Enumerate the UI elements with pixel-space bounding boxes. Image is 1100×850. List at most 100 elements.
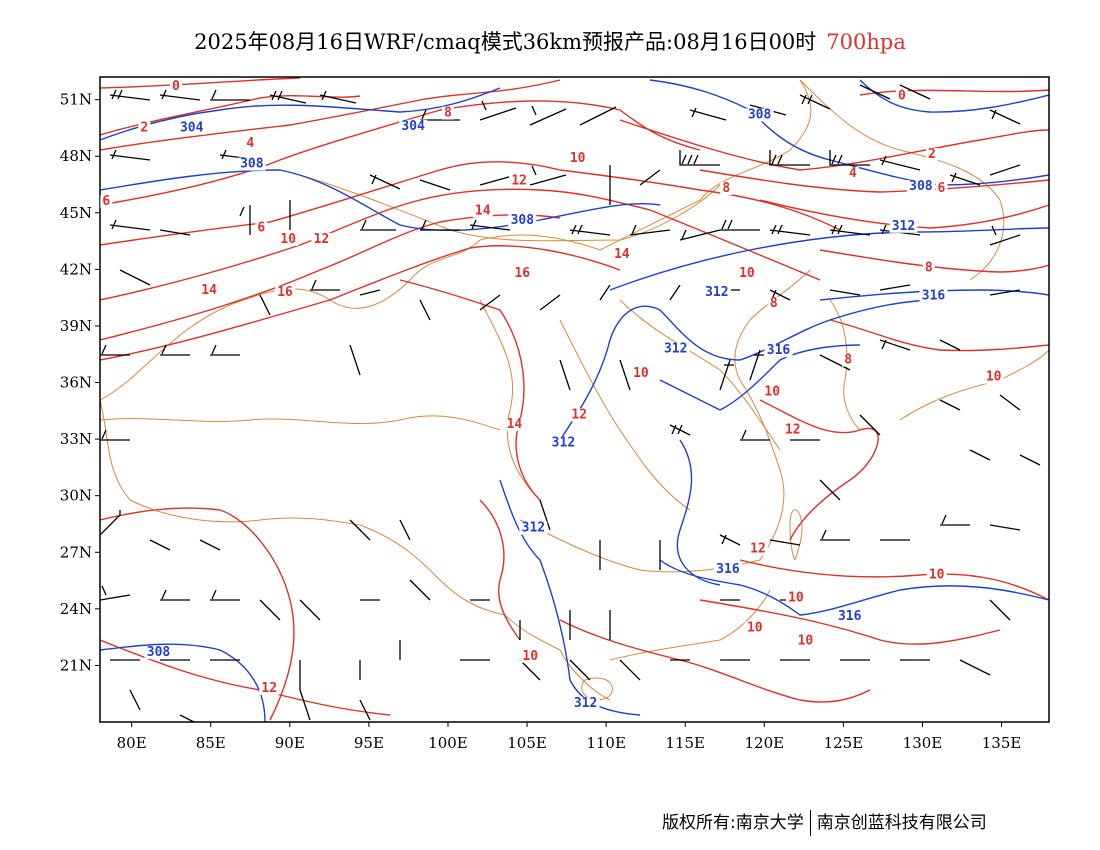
temp-contour-south-2 (699, 599, 1001, 645)
temperature-contour-label: 0 (898, 89, 906, 104)
temperature-contour-label-bg (747, 542, 768, 556)
lon-tick-label: 120E (745, 734, 785, 752)
temp-contour-northeast-2 (619, 119, 1049, 171)
height-contour-label: 312 (574, 696, 597, 711)
temperature-contour-label: 10 (747, 620, 763, 635)
lat-tick-label: 48N (60, 147, 92, 165)
plot-frame (99, 76, 1050, 723)
lon-tick-label: 125E (824, 734, 864, 752)
temperature-contour-label: 12 (750, 541, 766, 556)
lat-tick-label: 42N (60, 260, 92, 278)
japan-islands (899, 349, 1049, 421)
temperature-contour-label-bg (259, 681, 280, 695)
height-contour-label-bg (144, 645, 173, 659)
temperature-contour-label: 8 (844, 353, 852, 368)
temperature-contour-label-bg (926, 568, 947, 582)
temperature-contour-label-bg (925, 148, 938, 162)
temperature-contour-label: 2 (928, 147, 936, 162)
lon-tick-label: 130E (903, 734, 943, 752)
height-308-west (100, 169, 661, 232)
temperature-contour-label-bg (100, 195, 113, 209)
china-northern-border (100, 79, 812, 401)
height-contour-label-bg (399, 119, 428, 133)
height-contour-label: 312 (522, 521, 545, 536)
temperature-contour-label-bg (244, 136, 257, 150)
lon-tick-label: 95E (354, 734, 384, 752)
temperature-contour-label: 10 (788, 590, 804, 605)
height-contour-label-bg (919, 289, 948, 303)
east-coast (734, 269, 811, 561)
inner-provinces-2 (559, 319, 691, 511)
height-contour-label: 308 (748, 107, 772, 122)
height-304-northeast (859, 79, 1049, 113)
height-316-south (659, 559, 1049, 616)
height-312-south (499, 479, 641, 716)
lat-tick-label: 30N (60, 487, 92, 505)
temperature-contour-label-bg (569, 408, 590, 422)
height-contour-label-bg (571, 696, 600, 710)
height-contour-label-bg (889, 219, 918, 233)
height-contour-label: 312 (664, 341, 687, 356)
height-contour-label: 316 (716, 562, 740, 577)
temperature-contours (100, 77, 1049, 721)
temp-contour-sichuan (479, 499, 521, 641)
temperature-contour-label-bg (895, 89, 908, 103)
temperature-contour-label-bg (611, 248, 632, 262)
latitude-axis: 51N 48N 45N 42N 39N 36N 33N 30N 27N 24N 21N (60, 91, 100, 674)
contour-labels: 0 2 4 6 6 8 10 12 14 16 8 10 12 14 16 14 0 2 4 6 8 8 10 8 10 10 12… (100, 79, 1004, 711)
height-contour-label: 312 (552, 436, 575, 451)
temperature-contour-label: 10 (570, 151, 586, 166)
temperature-contour-label: 6 (257, 221, 265, 236)
temperature-contour-label-bg (842, 353, 855, 367)
temperature-contour-label-bg (509, 174, 530, 188)
temperature-contour-label-bg (846, 166, 859, 180)
temperature-contour-label: 4 (246, 136, 254, 151)
temperature-contour-label: 10 (986, 370, 1002, 385)
temperature-contour-label: 14 (475, 204, 491, 219)
height-contour-label: 304 (180, 121, 204, 136)
temp-contour-south-1 (739, 559, 1049, 601)
temperature-contour-label-bg (472, 204, 493, 218)
height-contour-label-bg (237, 157, 266, 171)
temperature-contour-label-bg (441, 106, 454, 120)
copyright-left: 版权所有:南京大学 (662, 813, 804, 833)
height-contour-label: 316 (838, 609, 862, 624)
temperature-contour-label-bg (278, 232, 299, 246)
wind-barbs (100, 84, 1041, 722)
height-312-north (609, 227, 1049, 291)
northeast-border (799, 79, 1005, 281)
temperature-contour-label: 12 (511, 174, 527, 189)
temperature-contour-label: 0 (172, 79, 180, 94)
temp-contour-12 (100, 214, 561, 341)
lon-tick-label: 115E (665, 734, 705, 752)
temperature-contour-label: 14 (507, 417, 523, 432)
height-contour-label-bg (549, 436, 578, 450)
lat-tick-label: 27N (60, 543, 92, 561)
temperature-contour-label: 6 (102, 194, 110, 209)
temperature-contour-label-bg (922, 261, 935, 275)
height-316-southeast (676, 439, 721, 586)
height-contour-label-bg (835, 610, 864, 624)
height-316-east (819, 289, 1049, 301)
china-southwest-border (100, 399, 611, 701)
height-316-central (659, 344, 861, 411)
map-title: 2025年08月16日WRF/cmaq模式36km预报产品:08月16日00时 7… (0, 26, 1100, 56)
temperature-contour-label: 14 (201, 283, 217, 298)
temperature-contour-label: 8 (925, 260, 933, 275)
temperature-contour-label: 12 (785, 422, 801, 437)
temp-contour-8 (100, 161, 841, 246)
taiwan-island (789, 509, 803, 561)
height-312-central (559, 299, 941, 441)
lat-tick-label: 39N (60, 317, 92, 335)
temperature-contour-label: 12 (571, 407, 587, 422)
height-contour-label: 308 (240, 157, 264, 172)
copyright-footer: 版权所有:南京大学 南京创蓝科技有限公司 (662, 808, 987, 836)
temperature-contour-label-bg (520, 649, 541, 663)
temp-contour-northeast-3 (699, 169, 1049, 193)
temp-contour-16 (399, 279, 541, 501)
temp-contour-southwest (100, 507, 295, 721)
height-contour-label-bg (661, 342, 690, 356)
temperature-contour-label: 10 (798, 634, 814, 649)
height-contours (100, 79, 1049, 722)
temperature-contour-label-bg (767, 297, 780, 311)
